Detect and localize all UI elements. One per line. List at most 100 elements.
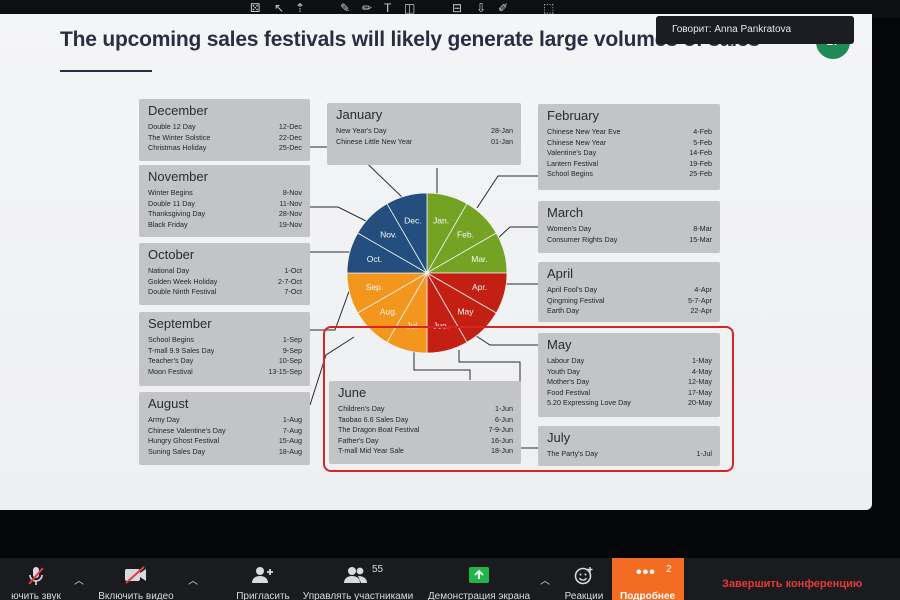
connector-july xyxy=(458,350,538,449)
share-screen-icon xyxy=(468,566,490,587)
festival-name: Winter Begins xyxy=(148,188,193,197)
save-icon[interactable]: ⬚ xyxy=(543,1,555,15)
invite-button[interactable]: Пригласить xyxy=(232,558,294,600)
end-meeting-button[interactable]: Завершить конференцию xyxy=(722,578,863,590)
festival-row: Christmas Holiday 25-Dec xyxy=(148,143,302,154)
month-box-march: March Women's Day 8-Mar Consumer Rights Day… xyxy=(538,201,720,253)
participants-icon xyxy=(343,566,368,587)
festival-date: 13-15-Sep xyxy=(268,366,302,376)
festival-date: 12-May xyxy=(688,377,712,387)
festival-date: 1-Oct xyxy=(284,266,302,275)
festival-date: 16-Jun xyxy=(491,435,513,445)
month-title: February xyxy=(547,108,600,123)
participants-button[interactable]: 55 Управлять участниками xyxy=(300,558,416,600)
festival-row: Teacher's Day 10-Sep xyxy=(148,356,302,367)
festival-row: Consumer Rights Day 15-Mar xyxy=(547,235,712,246)
festival-date: 4-Feb xyxy=(693,127,712,136)
festival-row: Army Day 1-Aug xyxy=(148,415,302,426)
festival-row: Food Festival 17-May xyxy=(547,388,712,399)
connector-june xyxy=(413,352,471,380)
festival-date: 14-Feb xyxy=(689,148,712,158)
festival-name: Chinese Little New Year xyxy=(336,136,413,146)
festival-row: T-mall 9.9 Sales Day 9-Sep xyxy=(148,346,302,357)
camera-off-icon xyxy=(124,566,148,587)
festival-name: Suning Sales Day xyxy=(148,446,206,456)
festival-row: School Begins 25-Feb xyxy=(547,169,712,180)
festival-date: 18-Aug xyxy=(278,446,302,456)
video-button[interactable]: Включить видео xyxy=(86,558,186,600)
reactions-button[interactable]: Реакции xyxy=(556,558,612,600)
festival-date: 1-May xyxy=(692,356,712,365)
festival-name: Mother's Day xyxy=(547,377,590,387)
mute-button[interactable]: ючить звук xyxy=(0,558,72,600)
eraser-icon[interactable]: ◫ xyxy=(404,1,416,15)
festival-date: 10-Sep xyxy=(278,356,302,366)
annotation-toolbar: ⚄ ↖ ⇡ ✎ ✏ T ◫ ⊟ ⇩ ✐ ⬚ xyxy=(0,0,900,18)
festival-row: The Party's Day 1-Jul xyxy=(547,449,712,460)
draw-icon[interactable]: ✏ xyxy=(362,1,373,15)
festival-row: Chinese Little New Year 01-Jan xyxy=(336,137,513,148)
month-box-june: June Children's Day 1-Jun Taobao 6.6 Sales … xyxy=(329,381,521,464)
clear-icon[interactable]: ✐ xyxy=(498,1,509,15)
reactions-label: Реакции xyxy=(564,591,604,600)
microphone-muted-icon xyxy=(27,566,45,589)
festival-row: Youth Day 4-May xyxy=(547,367,712,378)
connector-november xyxy=(310,206,369,223)
pointer-icon[interactable]: ⇡ xyxy=(295,1,306,15)
festival-row: T-mall Mid Year Sale 18-Jun xyxy=(338,446,513,457)
festival-name: Chinese Valentine's Day xyxy=(148,425,226,435)
festival-row: Qingming Festival 5-7-Apr xyxy=(547,296,712,307)
text-icon[interactable]: T xyxy=(384,1,392,15)
festival-date: 25-Dec xyxy=(278,143,302,153)
festival-date: 22-Apr xyxy=(690,306,712,316)
add-person-icon xyxy=(252,566,274,587)
stamp-icon[interactable]: ⚄ xyxy=(250,1,261,15)
festival-date: 7-9-Jun xyxy=(488,425,513,435)
festival-name: Children's Day xyxy=(338,404,385,413)
festival-date: 15-Mar xyxy=(689,234,712,244)
format-icon[interactable]: ⊟ xyxy=(452,1,463,15)
festival-row: Mother's Day 12-May xyxy=(547,377,712,388)
festival-name: Golden Week Holiday xyxy=(148,276,218,286)
festival-name: Army Day xyxy=(148,415,180,424)
month-title: November xyxy=(148,169,208,184)
festival-date: 9-Sep xyxy=(282,345,302,355)
festival-row: Lantern Festival 19-Feb xyxy=(547,159,712,170)
month-title: July xyxy=(547,430,571,445)
wheel-segment xyxy=(386,192,428,275)
chevron-up-icon[interactable]: ︿ xyxy=(540,576,550,587)
highlight-frame xyxy=(323,326,734,472)
connector-august xyxy=(309,336,355,406)
month-title: May xyxy=(547,337,572,352)
festival-row: The Winter Solstice 22-Dec xyxy=(148,133,302,144)
festival-row: Double 11 Day 11-Nov xyxy=(148,199,302,210)
month-box-september: September School Begins 1-Sep T-mall 9.9 Sa… xyxy=(139,312,310,386)
festival-name: Moon Festival xyxy=(148,366,193,376)
month-box-february: February Chinese New Year Eve 4-Feb Chinese… xyxy=(538,104,720,190)
chevron-up-icon[interactable]: ︿ xyxy=(188,576,198,587)
share-screen-button[interactable]: Демонстрация экрана xyxy=(422,558,536,600)
festival-name: New Year's Day xyxy=(336,126,387,135)
festival-date: 19-Nov xyxy=(278,219,302,229)
month-wheel xyxy=(346,192,508,354)
undo-icon[interactable]: ⇩ xyxy=(476,1,487,15)
arrow-icon[interactable]: ↖ xyxy=(274,1,285,15)
pen-icon[interactable]: ✎ xyxy=(340,1,351,15)
more-button[interactable]: ••• 2 Подробнее xyxy=(612,558,684,600)
festival-name: School Begins xyxy=(148,335,194,344)
festival-name: Father's Day xyxy=(338,435,379,445)
festival-name: Teacher's Day xyxy=(148,356,194,366)
festival-name: Double Ninth Festival xyxy=(148,287,217,297)
festival-row: Labour Day 1-May xyxy=(547,356,712,367)
festival-date: 28-Nov xyxy=(278,209,302,219)
more-label: Подробнее xyxy=(620,591,676,600)
month-box-october: October National Day 1-Oct Golden Week Holi… xyxy=(139,243,310,305)
festival-date: 7-Aug xyxy=(282,425,302,435)
month-box-july: July The Party's Day 1-Jul xyxy=(538,426,720,466)
chevron-up-icon[interactable]: ︿ xyxy=(74,576,84,587)
mute-label: ючить звук xyxy=(11,591,61,600)
festival-row: National Day 1-Oct xyxy=(148,266,302,277)
month-title: October xyxy=(148,247,195,262)
festival-name: Chinese New Year Eve xyxy=(547,127,621,136)
festival-name: Qingming Festival xyxy=(547,295,605,305)
